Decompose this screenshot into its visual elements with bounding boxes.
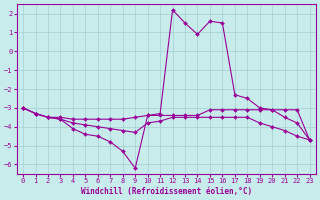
X-axis label: Windchill (Refroidissement éolien,°C): Windchill (Refroidissement éolien,°C) (81, 187, 252, 196)
